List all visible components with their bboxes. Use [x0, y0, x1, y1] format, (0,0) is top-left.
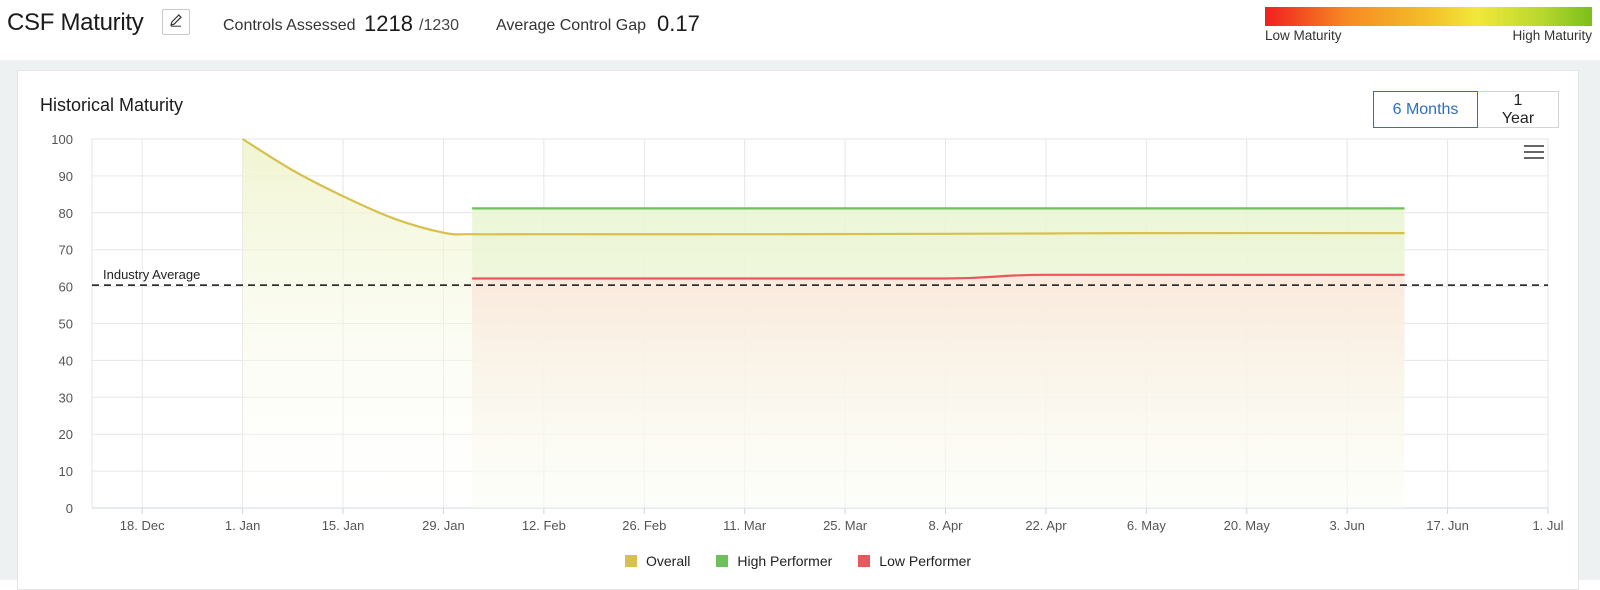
edit-button[interactable] [162, 9, 190, 35]
x-tick-label: 12. Feb [522, 518, 566, 533]
average-gap-value: 0.17 [657, 11, 700, 36]
x-tick-label: 17. Jun [1426, 518, 1469, 533]
chart-legend: Overall High Performer Low Performer [625, 553, 971, 569]
x-tick-label: 26. Feb [622, 518, 666, 533]
legend-item-overall[interactable]: Overall [625, 553, 690, 569]
y-tick-label: 80 [59, 206, 73, 221]
y-tick-label: 20 [59, 427, 73, 442]
legend-label-high-performer: High Performer [737, 553, 833, 569]
legend-item-high-performer[interactable]: High Performer [716, 553, 832, 569]
x-tick-label: 29. Jan [422, 518, 465, 533]
x-tick-label: 8. Apr [929, 518, 964, 533]
y-tick-label: 70 [59, 243, 73, 258]
y-tick-label: 40 [59, 353, 73, 368]
x-tick-label: 18. Dec [120, 518, 165, 533]
legend-label-overall: Overall [646, 553, 691, 569]
pencil-icon [169, 13, 183, 32]
industry-average-label: Industry Average [103, 267, 200, 282]
series-line-overall [242, 138, 1405, 236]
x-tick-label: 22. Apr [1025, 518, 1067, 533]
legend-swatch-overall [625, 555, 637, 567]
controls-assessed-value: 1218 [364, 11, 413, 36]
series-line-low-performer [472, 273, 1405, 280]
card-title: Historical Maturity [40, 95, 184, 115]
x-tick-label: 1. Jul [1532, 518, 1563, 533]
page-title: CSF Maturity [7, 9, 144, 36]
y-tick-label: 0 [66, 501, 73, 516]
scale-high-label: High Maturity [1512, 28, 1592, 43]
legend-swatch-low-performer [858, 555, 871, 567]
maturity-scale-bar [1265, 7, 1592, 26]
legend-swatch-high-performer [716, 555, 729, 567]
x-tick-label: 11. Mar [723, 518, 767, 533]
y-tick-label: 100 [51, 132, 73, 147]
chart-menu-icon[interactable] [1524, 145, 1544, 161]
x-tick-label: 20. May [1224, 518, 1271, 533]
range-1-year-button[interactable]: 1 Year [1478, 91, 1559, 128]
x-tick-label: 1. Jan [225, 518, 260, 533]
x-tick-label: 15. Jan [322, 518, 365, 533]
y-tick-label: 90 [59, 169, 73, 184]
x-tick-label: 6. May [1127, 518, 1167, 533]
y-tick-label: 60 [59, 280, 73, 295]
scale-low-label: Low Maturity [1265, 28, 1342, 43]
y-tick-label: 30 [59, 390, 73, 405]
range-6-months-button[interactable]: 6 Months [1373, 91, 1478, 128]
controls-total: /1230 [419, 17, 460, 34]
average-gap-label: Average Control Gap [496, 17, 647, 34]
x-tick-label: 3. Jun [1329, 518, 1364, 533]
y-tick-label: 50 [59, 317, 73, 332]
header-bar: CSF Maturity Controls Assessed 1218 /123… [0, 0, 1600, 60]
x-tick-label: 25. Mar [823, 518, 868, 533]
controls-assessed-label: Controls Assessed [223, 17, 356, 34]
range-selector: 6 Months 1 Year [1373, 91, 1559, 128]
y-tick-label: 10 [59, 464, 73, 479]
legend-label-low-performer: Low Performer [879, 553, 972, 569]
series-area-low-performer [472, 274, 1405, 508]
legend-item-low-performer[interactable]: Low Performer [858, 553, 971, 569]
